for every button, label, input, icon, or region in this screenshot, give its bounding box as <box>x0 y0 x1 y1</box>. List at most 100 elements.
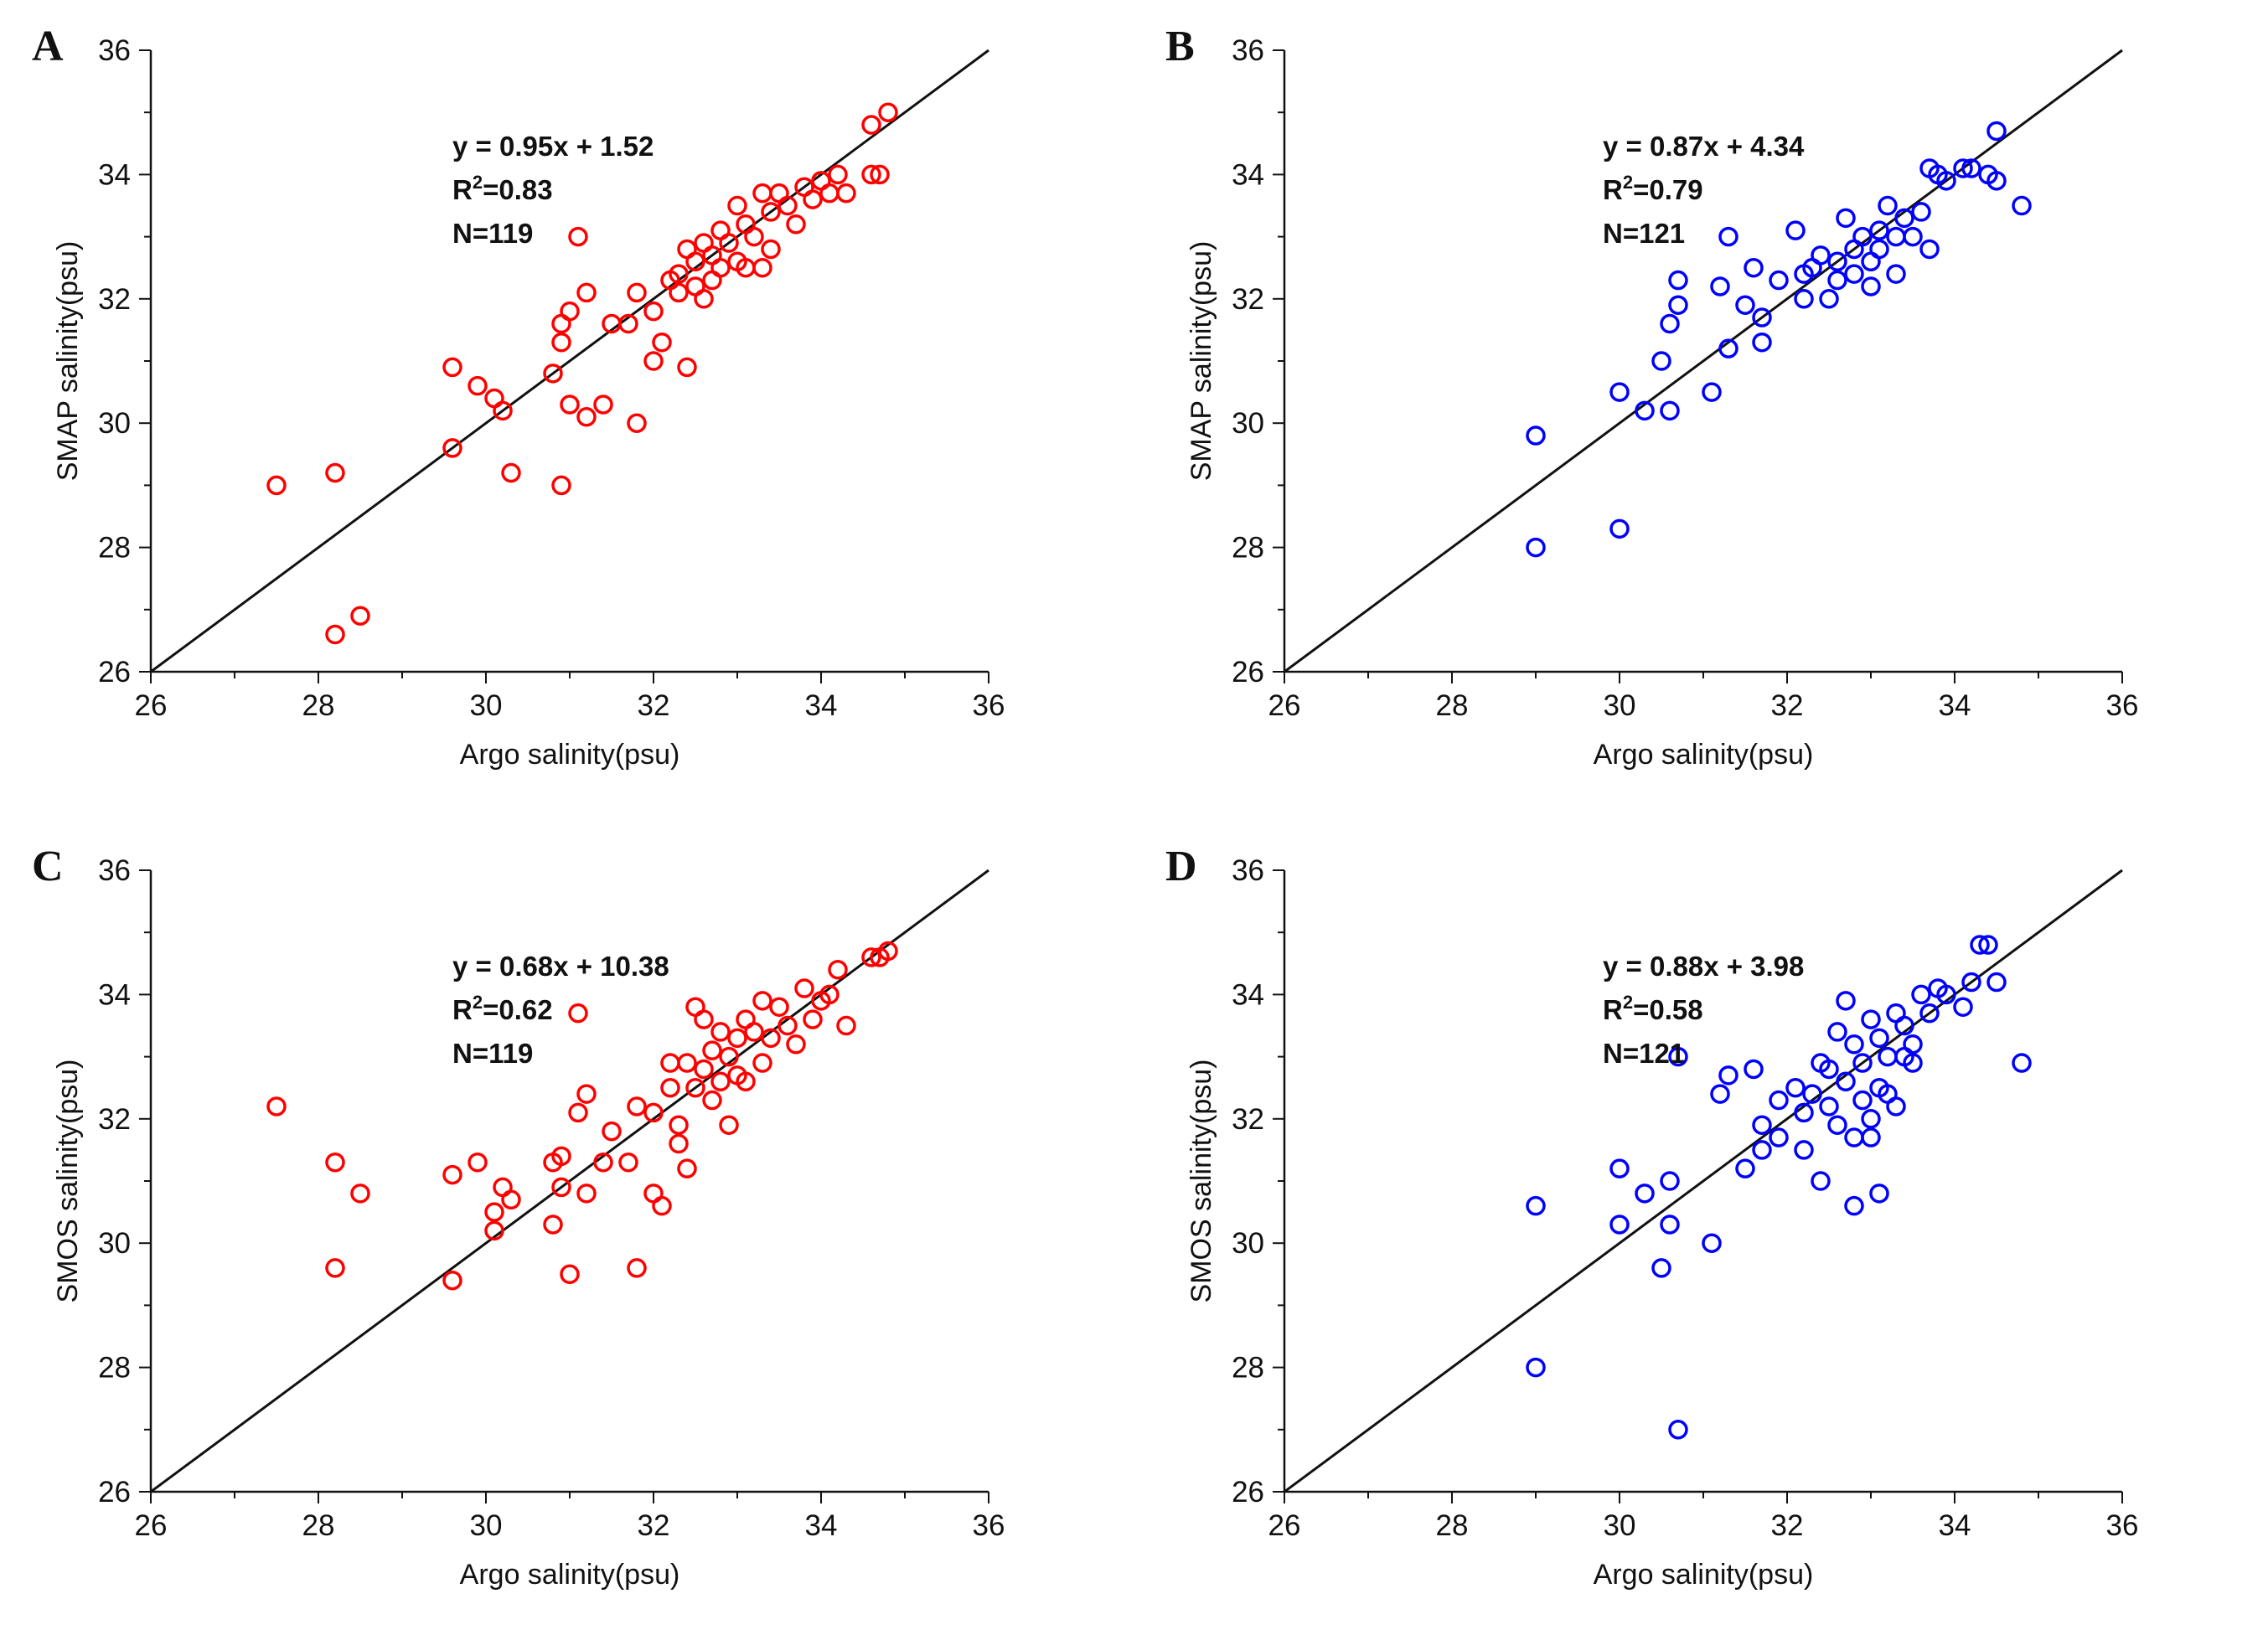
y-tick-label: 26 <box>98 1476 131 1508</box>
data-point <box>1735 1158 1755 1178</box>
data-point <box>1936 171 1956 191</box>
data-point <box>1819 1059 1839 1080</box>
data-point <box>1609 518 1630 539</box>
data-point <box>677 1158 697 1178</box>
x-tick-label: 34 <box>805 689 838 722</box>
data-point <box>1827 251 1847 272</box>
data-point <box>1811 245 1831 266</box>
data-point <box>1827 1115 1847 1135</box>
y-tick-label: 28 <box>1232 532 1264 565</box>
data-point <box>1894 1015 1914 1036</box>
data-point <box>1635 400 1655 421</box>
data-point <box>627 1096 647 1117</box>
data-point <box>551 1177 571 1198</box>
data-point <box>761 202 781 222</box>
data-point <box>1953 997 1973 1017</box>
panel-letter: C <box>32 843 64 890</box>
data-point <box>1819 1096 1839 1117</box>
data-point <box>727 195 747 216</box>
data-point <box>1903 226 1923 247</box>
data-point <box>442 438 462 458</box>
equation-text: y = 0.95x + 1.52 <box>452 131 654 162</box>
y-axis-label: SMOS salinity(psu) <box>1186 1060 1217 1303</box>
data-point <box>752 257 772 278</box>
y-tick-label: 30 <box>1232 1227 1264 1260</box>
panel-b: B 26 28 30 32 34 36 26 28 30 32 34 36 Argo salinity(p… <box>1134 0 2267 820</box>
data-point <box>325 462 345 483</box>
data-point <box>1609 1158 1630 1178</box>
y-tick-label: 30 <box>98 1227 131 1260</box>
data-point <box>1735 295 1755 315</box>
x-tick-label: 34 <box>1939 689 1971 722</box>
data-point <box>1660 400 1680 421</box>
data-point <box>727 1028 747 1049</box>
data-point <box>568 226 588 247</box>
r-squared-text: R2=0.62 <box>452 992 553 1025</box>
y-tick-label: 28 <box>98 532 131 565</box>
data-point <box>1744 257 1764 278</box>
data-point <box>1660 1215 1680 1235</box>
x-tick-label: 36 <box>2106 689 2139 722</box>
data-point <box>1836 1071 1856 1092</box>
data-point <box>1710 1084 1730 1104</box>
data-point <box>1794 289 1814 309</box>
data-point <box>744 226 764 247</box>
data-point <box>719 233 739 253</box>
n-text: N=119 <box>452 218 533 249</box>
panel-letter: B <box>1165 23 1195 70</box>
data-point <box>1794 1140 1814 1160</box>
data-point <box>593 1152 613 1173</box>
data-point <box>501 462 521 483</box>
data-point <box>1844 264 1864 284</box>
data-point <box>660 1077 680 1098</box>
data-point <box>803 1009 823 1029</box>
data-point <box>560 395 580 415</box>
data-point <box>1986 121 2007 142</box>
x-axis-label: Argo salinity(psu) <box>460 1559 680 1591</box>
y-tick-label: 32 <box>98 283 131 316</box>
data-point <box>694 1059 714 1080</box>
y-tick-label: 26 <box>1232 656 1264 688</box>
data-point <box>702 1090 722 1111</box>
data-point <box>710 1071 731 1092</box>
data-point <box>828 164 848 185</box>
r-squared-text: R2=0.79 <box>1603 172 1703 205</box>
y-tick-label: 36 <box>1232 34 1264 67</box>
data-point <box>350 1184 370 1204</box>
data-point <box>442 1270 462 1291</box>
data-point <box>325 624 345 645</box>
data-point <box>786 214 806 235</box>
n-text: N=121 <box>1603 218 1685 249</box>
data-point <box>618 313 638 334</box>
data-point <box>1609 382 1630 402</box>
x-axis-label: Argo salinity(psu) <box>460 739 680 771</box>
equation-text: y = 0.68x + 10.38 <box>452 951 669 982</box>
y-tick-label: 36 <box>98 854 131 887</box>
x-tick-label: 32 <box>638 689 670 722</box>
data-point <box>325 1152 345 1173</box>
data-point <box>1852 1090 1873 1111</box>
data-point <box>1961 158 1981 178</box>
data-point <box>543 1215 563 1235</box>
data-point <box>677 1053 697 1073</box>
data-point <box>1986 972 2007 993</box>
data-point <box>1718 338 1738 358</box>
x-tick-label: 26 <box>1268 1509 1301 1542</box>
x-tick-label: 32 <box>638 1509 670 1542</box>
data-point <box>1861 1127 1881 1147</box>
data-point <box>484 1220 504 1241</box>
data-point <box>2012 195 2032 216</box>
data-point <box>551 475 571 496</box>
x-tick-label: 30 <box>470 689 503 722</box>
data-point <box>861 115 881 135</box>
data-point <box>794 978 814 998</box>
data-point <box>1836 208 1856 229</box>
data-point <box>870 164 890 185</box>
x-tick-label: 34 <box>1939 1509 1971 1542</box>
data-point <box>442 1164 462 1185</box>
data-point <box>1718 226 1738 247</box>
data-point <box>1903 1053 1923 1073</box>
data-point <box>543 364 563 384</box>
data-point <box>1526 425 1546 446</box>
data-point <box>1869 239 1889 260</box>
